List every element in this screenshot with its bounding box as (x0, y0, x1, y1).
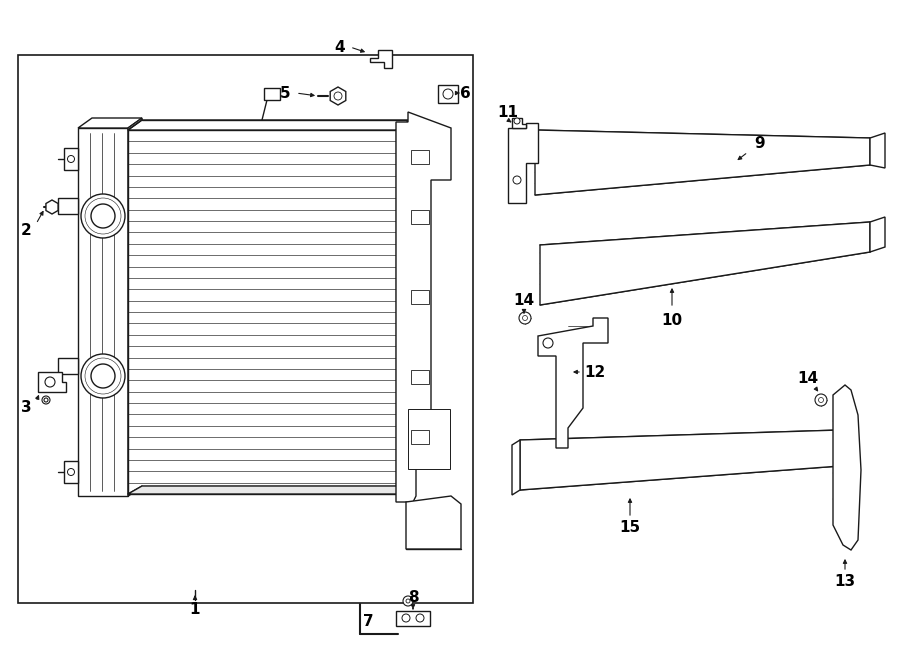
Text: 6: 6 (460, 85, 471, 101)
Polygon shape (78, 118, 142, 128)
Polygon shape (438, 85, 458, 103)
Text: 13: 13 (834, 575, 856, 589)
Circle shape (42, 396, 50, 404)
Bar (411, 210, 429, 224)
Polygon shape (128, 486, 410, 494)
Text: 5: 5 (280, 85, 291, 101)
Circle shape (513, 176, 521, 184)
Text: 7: 7 (363, 614, 374, 630)
Text: 3: 3 (21, 401, 32, 416)
Polygon shape (833, 385, 861, 550)
Text: 14: 14 (513, 293, 535, 308)
Bar (78, 128, 128, 496)
Bar (408, 409, 450, 469)
Text: 10: 10 (662, 312, 682, 328)
Circle shape (443, 89, 453, 99)
Polygon shape (406, 496, 461, 549)
Text: 8: 8 (408, 591, 418, 606)
Polygon shape (520, 430, 840, 490)
Circle shape (334, 92, 342, 100)
Bar (411, 290, 429, 304)
Text: 11: 11 (498, 105, 518, 120)
Polygon shape (870, 217, 885, 252)
Circle shape (45, 377, 55, 387)
Circle shape (523, 316, 527, 320)
Circle shape (91, 364, 115, 388)
Bar (64, 148, 78, 170)
Text: 4: 4 (335, 40, 346, 54)
Polygon shape (128, 118, 142, 496)
Polygon shape (508, 123, 538, 203)
Circle shape (44, 398, 48, 402)
Circle shape (416, 614, 424, 622)
Polygon shape (538, 318, 608, 448)
Text: 12: 12 (584, 365, 606, 379)
Bar (411, 430, 429, 444)
Polygon shape (535, 130, 870, 195)
Circle shape (519, 312, 531, 324)
Bar (58, 358, 78, 374)
Polygon shape (512, 118, 526, 128)
Text: 14: 14 (797, 371, 819, 385)
Bar (411, 370, 429, 384)
Text: 15: 15 (619, 520, 641, 536)
Circle shape (543, 338, 553, 348)
Circle shape (815, 394, 827, 406)
Circle shape (68, 156, 75, 162)
Bar (18, 55, 473, 603)
Circle shape (403, 596, 413, 606)
Bar (411, 150, 429, 164)
Bar (264, 88, 280, 100)
Text: 1: 1 (190, 602, 200, 618)
Polygon shape (38, 372, 66, 392)
Polygon shape (128, 120, 410, 130)
Bar (128, 130, 396, 494)
Circle shape (514, 118, 520, 124)
Polygon shape (540, 222, 870, 305)
Text: 9: 9 (755, 136, 765, 150)
Circle shape (81, 354, 125, 398)
Circle shape (68, 469, 75, 475)
Circle shape (406, 599, 410, 603)
Circle shape (81, 194, 125, 238)
Polygon shape (870, 133, 885, 168)
Circle shape (402, 614, 410, 622)
Polygon shape (330, 87, 346, 105)
Bar (58, 198, 78, 214)
Polygon shape (396, 611, 430, 626)
Text: 2: 2 (21, 222, 32, 238)
Polygon shape (396, 112, 451, 512)
Bar (64, 461, 78, 483)
Circle shape (818, 397, 824, 402)
Polygon shape (370, 50, 392, 68)
Polygon shape (512, 440, 520, 495)
Circle shape (91, 204, 115, 228)
Polygon shape (46, 200, 58, 214)
